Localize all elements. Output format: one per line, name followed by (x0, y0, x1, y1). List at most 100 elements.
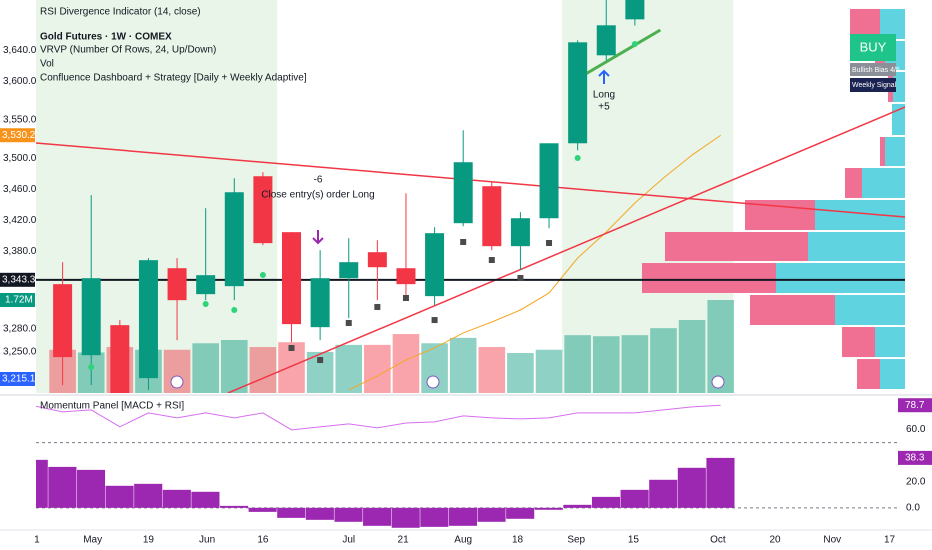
candle-body (339, 262, 359, 279)
signal-label: Weekly Signal (852, 82, 897, 89)
x-tick-label: 19 (143, 535, 155, 546)
y-tick-label: 0.0 (906, 502, 920, 513)
candle-body (282, 232, 302, 325)
buy-box (850, 34, 896, 61)
event-icon (426, 375, 440, 389)
candle-body (138, 260, 158, 379)
value-badge (898, 450, 932, 465)
x-tick-label: May (83, 535, 102, 546)
candle-body (625, 0, 645, 20)
volume-bar (192, 343, 219, 393)
signal-dot (259, 272, 266, 279)
volume-bar (592, 336, 620, 393)
histogram-bar (48, 466, 77, 508)
profile-up (880, 359, 905, 389)
legend-item: VRVP (Number Of Rows, 24, Up/Down) (40, 45, 216, 56)
histogram-bar (506, 507, 535, 519)
volume-bar (392, 334, 420, 393)
signal-square (460, 238, 467, 245)
signal-square (517, 275, 524, 282)
volume-bar (650, 328, 677, 393)
profile-down (857, 359, 880, 389)
symbol-title: Gold Futures · 1W · COMEX (40, 32, 172, 43)
histogram-bar (219, 505, 249, 508)
price-pane (36, 0, 905, 393)
bias-label: Bullish Bias 4/5 (852, 67, 900, 74)
x-tick-label: Nov (823, 535, 841, 546)
histogram-bar (477, 507, 506, 522)
candle-body (596, 25, 616, 56)
signal-square (345, 319, 352, 326)
candle-body (510, 218, 530, 247)
signal-square (317, 357, 324, 364)
x-tick-label: 20 (770, 535, 782, 546)
profile-down (750, 294, 835, 326)
x-tick-label: 17 (884, 535, 896, 546)
histogram-bar (534, 507, 563, 510)
y-tick-label: 3,550.0 (3, 115, 37, 126)
profile-down (880, 137, 885, 167)
annotation: +5 (598, 102, 610, 113)
histogram-bar (76, 469, 106, 508)
momentum-pane (36, 404, 898, 528)
histogram-bar (649, 479, 678, 508)
price-badge (0, 371, 35, 386)
volume-bar (535, 349, 563, 393)
profile-down (665, 232, 808, 262)
volume-bar (335, 344, 363, 393)
candle-body (253, 176, 273, 244)
profile-up (815, 199, 905, 231)
candle-body (196, 275, 216, 295)
volume-bar (449, 337, 477, 393)
volume-badge (0, 293, 35, 308)
profile-up (776, 263, 905, 293)
signal-box (850, 78, 896, 92)
signal-square (546, 239, 553, 246)
x-tick-label: 1 (34, 535, 40, 546)
histogram-bar (305, 507, 334, 520)
candle-body (453, 162, 473, 224)
annotation: Long (593, 90, 615, 101)
candle-body (167, 268, 187, 301)
histogram-bar (563, 504, 592, 508)
profile-up (880, 8, 905, 39)
signal-square (374, 303, 381, 310)
histogram-bar (391, 507, 420, 528)
profile-up (875, 327, 905, 358)
session-highlight (562, 0, 734, 393)
signal-dot (574, 154, 581, 161)
profile-up (862, 168, 905, 198)
histogram-bar (162, 489, 191, 508)
rsi-line (36, 404, 721, 431)
volume-bar (478, 347, 506, 393)
y-tick-label: 3,280.0 (3, 323, 37, 334)
candle-body (224, 192, 244, 287)
candle-body (310, 278, 330, 328)
value-badge (898, 398, 932, 413)
price-badge-label: 3,530.2 (2, 130, 36, 141)
x-tick-label: Jun (199, 535, 215, 546)
histogram-bar (36, 459, 48, 508)
price-badge-label: 3,215.1 (2, 374, 36, 385)
candle-body (367, 252, 387, 268)
volume-bar (621, 335, 649, 393)
x-tick-label: Sep (567, 535, 585, 546)
volume-bar (678, 320, 706, 393)
histogram-bar (277, 507, 306, 518)
event-icon (170, 375, 184, 389)
header: RSI Divergence Indicator (14, close) (40, 7, 201, 18)
histogram-bar (677, 467, 706, 508)
profile-up (808, 232, 905, 262)
profile-down (850, 8, 880, 39)
annotation: -6 (314, 175, 323, 186)
signal-square (402, 294, 409, 301)
candle-body (568, 42, 588, 144)
y-tick-label: 3,640.0 (3, 45, 37, 56)
histogram-bar (706, 457, 735, 508)
candle-body (482, 186, 502, 247)
histogram-bar (591, 496, 621, 508)
profile-up (885, 137, 905, 167)
y-tick-label: 60.0 (906, 424, 926, 435)
price-badge (0, 128, 35, 143)
profile-up (835, 294, 905, 326)
